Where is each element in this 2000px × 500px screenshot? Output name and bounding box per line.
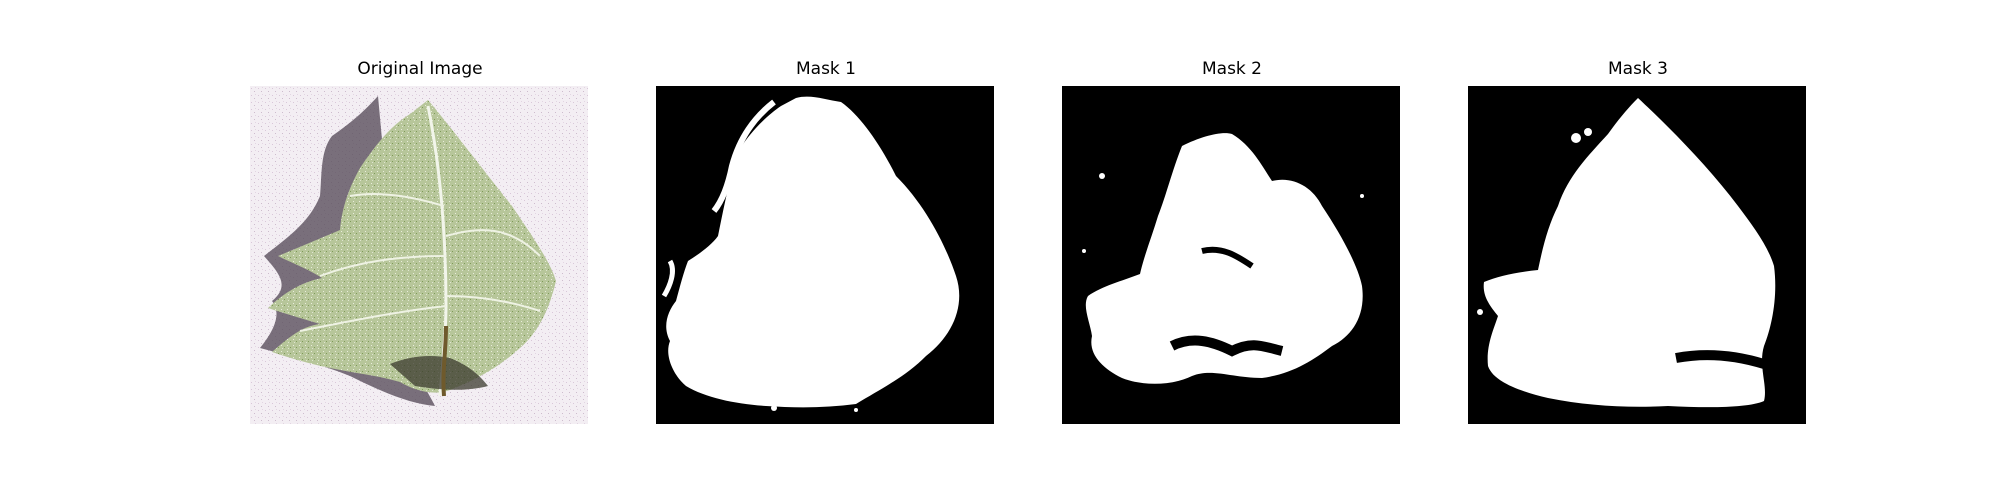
mask-speck xyxy=(1082,249,1086,253)
leaf-vein xyxy=(445,295,541,312)
panel-mask-3: Mask 3 xyxy=(1468,58,1808,424)
mask-1-image xyxy=(656,86,994,424)
stem-shadow xyxy=(390,356,488,390)
panel-title: Mask 1 xyxy=(795,59,856,79)
mask-speck xyxy=(1099,173,1105,179)
panel-title: Mask 2 xyxy=(1201,59,1262,79)
mask-region xyxy=(1483,98,1776,408)
mask-region xyxy=(666,96,960,408)
panel-title: Original Image xyxy=(357,59,483,79)
mask-hole xyxy=(1675,350,1766,369)
leaf-stem xyxy=(441,325,448,397)
leaf-vein xyxy=(349,193,445,207)
mask-3-image xyxy=(1468,86,1806,424)
mask-speck xyxy=(1571,133,1581,143)
mask-edge-strand xyxy=(661,259,675,298)
leaf-vein xyxy=(319,255,447,277)
panel-mask-2: Mask 2 xyxy=(1062,58,1402,424)
mask-speck xyxy=(854,408,858,412)
mask-2-image xyxy=(1062,86,1400,424)
leaf xyxy=(268,100,556,393)
leaf-vein xyxy=(445,229,541,257)
mask-hole xyxy=(1169,335,1284,357)
mask-speck xyxy=(1360,194,1364,198)
panel-original-image: Original Image xyxy=(250,58,590,424)
mask-edge-strand xyxy=(711,99,776,213)
mask-hole xyxy=(1201,246,1254,269)
leaf-photo xyxy=(250,86,588,424)
mask-speck xyxy=(1477,309,1483,315)
mask-speck xyxy=(771,405,777,411)
panel-mask-1: Mask 1 xyxy=(656,58,996,424)
leaf-vein xyxy=(299,305,447,332)
mask-region xyxy=(1085,133,1363,384)
panel-title: Mask 3 xyxy=(1607,59,1668,79)
mask-speck xyxy=(1584,128,1592,136)
